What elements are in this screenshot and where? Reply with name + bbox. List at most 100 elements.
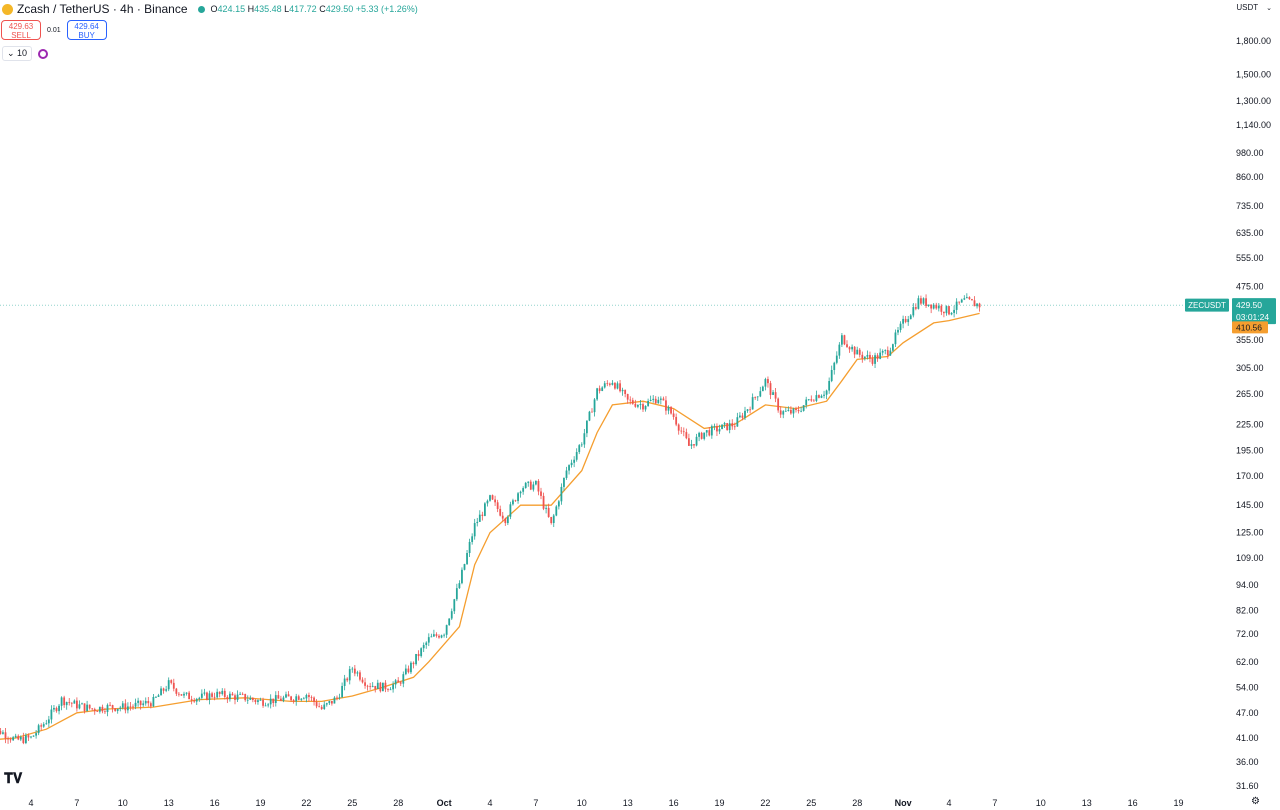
candle-body [361, 679, 364, 683]
x-tick-label: 7 [74, 798, 79, 808]
market-status-icon [197, 5, 205, 13]
candle-body [387, 689, 389, 691]
x-tick-label: 25 [806, 798, 816, 808]
sell-price: 429.63 [8, 22, 34, 31]
candle-body [869, 354, 871, 359]
y-tick-label: 225.00 [1236, 419, 1264, 429]
candle-body [897, 329, 899, 333]
candle-body [593, 399, 596, 413]
candle-body [578, 445, 581, 453]
candle-body [231, 693, 234, 696]
candle-body [968, 297, 971, 300]
indicator-length-toggle[interactable]: ⌄ 10 [2, 46, 33, 61]
candle-body [68, 702, 71, 703]
indicator-settings-icon[interactable] [38, 48, 49, 59]
candle-body [718, 429, 721, 432]
candle-body [254, 699, 257, 702]
candle-body [359, 672, 361, 680]
close-value: 429.50 [325, 4, 354, 14]
price-tag-countdown: 03:01:24 [1236, 312, 1269, 322]
candle-body [866, 354, 869, 357]
candle-body [608, 383, 611, 385]
candle-body [481, 514, 484, 516]
candle-body [874, 355, 876, 364]
candle-body [710, 426, 713, 436]
y-axis[interactable]: 1,800.00 1,500.00 1,300.00 1,140.00 980.00 86… [1236, 36, 1271, 791]
candle-body [262, 699, 264, 706]
candle-body [690, 444, 693, 446]
x-tick-label: 19 [255, 798, 265, 808]
candle-body [759, 391, 762, 397]
candle-body [336, 697, 338, 699]
candle-body [371, 685, 374, 687]
symbol-title[interactable]: Zcash / TetherUS · 4h · Binance [17, 2, 188, 16]
candle-body [257, 700, 259, 702]
currency-selector[interactable]: USDT ⌄ [1236, 3, 1272, 12]
candle-body [626, 393, 629, 400]
x-tick-label: 7 [992, 798, 997, 808]
candle-body [935, 304, 938, 309]
candle-body [132, 706, 134, 708]
candle-body [532, 484, 535, 490]
candle-body [297, 696, 300, 700]
y-tick-label: 980.00 [1236, 148, 1264, 158]
gear-icon[interactable]: ⚙ [1251, 796, 1260, 807]
candle-body [277, 695, 280, 699]
open-value: 424.15 [217, 4, 246, 14]
candle-body [165, 689, 168, 691]
sell-button[interactable]: 429.63 SELL [1, 20, 41, 40]
candle-body [172, 682, 175, 689]
candle-body [644, 405, 647, 410]
candle-body [394, 680, 397, 685]
buy-button[interactable]: 429.64 BUY [66, 20, 107, 40]
candle-body [639, 404, 642, 406]
candle-body [162, 688, 165, 691]
candle-body [379, 682, 382, 692]
candle-body [292, 700, 295, 702]
x-tick-label: 16 [210, 798, 220, 808]
candle-body [851, 346, 853, 350]
candle-body [180, 694, 183, 696]
y-tick-label: 54.00 [1236, 682, 1259, 692]
candle-body [634, 403, 637, 407]
y-tick-label: 82.00 [1236, 605, 1259, 615]
candle-body [178, 693, 180, 695]
candle-body [47, 719, 50, 724]
candle-body [802, 405, 805, 411]
candle-body [529, 481, 532, 490]
tradingview-logo-icon[interactable]: 𝐓𝐕 [4, 770, 23, 786]
candle-body [116, 708, 119, 711]
candle-body [670, 407, 672, 414]
candle-body [677, 424, 680, 431]
candle-body [302, 698, 305, 700]
candle-body [917, 298, 920, 309]
candle-body [144, 701, 147, 704]
candle-body [825, 390, 828, 395]
candle-body [91, 708, 94, 710]
candle-body [55, 707, 58, 712]
candle-body [920, 298, 922, 304]
candle-body [965, 297, 968, 299]
candle-body [290, 696, 292, 701]
candle-body [797, 409, 800, 412]
candle-body [846, 344, 848, 348]
candle-body [764, 379, 767, 387]
candle-body [552, 515, 555, 524]
candle-body [30, 736, 32, 738]
candle-body [841, 335, 843, 345]
candle-body [937, 305, 940, 309]
candle-body [124, 703, 127, 711]
candle-body [78, 704, 81, 709]
candle-body [287, 694, 290, 697]
candle-body [170, 680, 173, 683]
candle-body [537, 480, 540, 492]
x-tick-label: Oct [437, 798, 452, 808]
x-axis[interactable]: 4 7 10 13 16 19 22 25 28 Oct 4 7 10 13 16 19 22 25 28 Nov 4 7… [28, 798, 1183, 808]
candle-body [805, 399, 808, 406]
candle-body [147, 701, 150, 704]
ohlc-values: O424.15 H435.48 L417.72 C429.50 +5.33 (+… [211, 4, 418, 14]
zcash-coin-icon [2, 3, 13, 15]
candle-body [501, 515, 504, 519]
candle-body [940, 305, 943, 312]
